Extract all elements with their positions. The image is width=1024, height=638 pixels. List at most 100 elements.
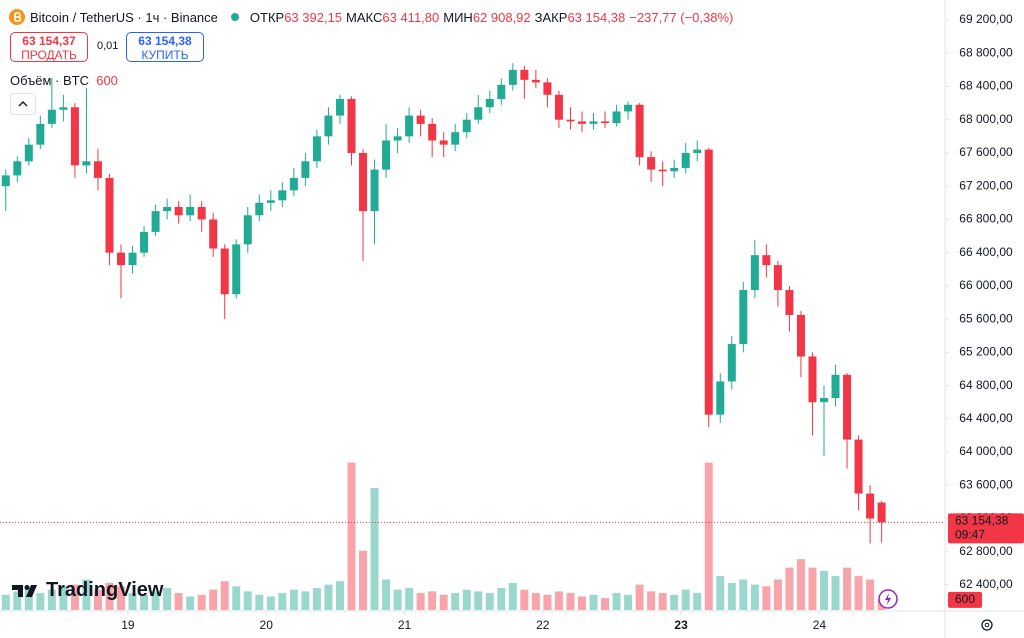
candle-body	[255, 202, 264, 216]
settings-icon	[981, 619, 993, 631]
candle-body	[405, 115, 414, 137]
candle-body	[24, 144, 33, 162]
candle-body	[289, 177, 298, 191]
volume-bar	[1, 594, 10, 610]
candle-body	[589, 121, 598, 124]
volume-bar	[727, 582, 736, 610]
candle-body	[727, 344, 736, 382]
volume-bar	[785, 567, 794, 610]
y-tick-label: 68 800,00	[959, 45, 1013, 59]
x-tick-label: 20	[260, 618, 274, 632]
volume-bar	[266, 596, 275, 610]
candle-body	[681, 152, 690, 168]
sell-label: ПРОДАТЬ	[21, 48, 77, 62]
volume-bar	[808, 567, 817, 610]
candle-body	[151, 211, 160, 232]
close-value: 63 154,38	[567, 9, 626, 25]
change: −237,77 (−0,38%)	[629, 9, 734, 25]
x-tick-label: 22	[536, 618, 550, 632]
candle-body	[174, 206, 183, 216]
candle-body	[739, 290, 748, 345]
y-tick-label: 67 600,00	[959, 145, 1013, 159]
candle-body	[220, 248, 229, 295]
last-price-tag	[948, 513, 1024, 544]
volume-bar	[301, 591, 310, 610]
buy-button[interactable]: 63 154,38 КУПИТЬ	[126, 32, 204, 62]
volume-bar	[508, 582, 517, 610]
candle-body	[428, 123, 437, 141]
candle-body	[117, 252, 126, 266]
volume-bar	[335, 581, 344, 610]
volume-bar	[347, 462, 356, 610]
volume-bar	[416, 593, 425, 610]
volume-bar	[255, 594, 264, 610]
volume-bar	[117, 586, 126, 610]
logo[interactable]: TradingView	[12, 579, 163, 602]
sell-button[interactable]: 63 154,37 ПРОДАТЬ	[10, 32, 88, 62]
candle-body	[612, 111, 621, 124]
volume-bar	[773, 579, 782, 610]
candle-body	[335, 98, 344, 116]
candle-body	[370, 169, 379, 212]
volume-bar	[59, 586, 68, 610]
volume-bar	[93, 589, 102, 610]
volume-bar	[439, 594, 448, 610]
volume-bar	[324, 584, 333, 610]
y-tick-label: 66 800,00	[959, 212, 1013, 226]
x-tick-label: 21	[398, 618, 412, 632]
candle-body	[59, 107, 68, 110]
candle-body	[82, 161, 91, 166]
volume-bar	[866, 579, 875, 610]
candle-body	[324, 115, 333, 137]
candle-body	[819, 398, 828, 403]
candle-body	[393, 136, 402, 141]
candle-body	[382, 140, 391, 170]
candle-body	[704, 149, 713, 415]
candle-body	[163, 206, 172, 212]
volume-bar	[716, 576, 725, 610]
volume-bars	[1, 462, 886, 610]
candle-body	[347, 98, 356, 153]
volume-bar	[612, 593, 621, 610]
high-value: 63 411,80	[382, 9, 440, 25]
candle-body	[854, 439, 863, 494]
candle-body	[70, 107, 79, 166]
candle-body	[301, 161, 310, 178]
logo-icon	[12, 584, 37, 597]
y-tick-label: 63 600,00	[959, 477, 1013, 491]
candle-body	[278, 190, 287, 201]
volume-bar	[174, 593, 183, 610]
volume-bar	[554, 591, 563, 610]
volume-bar	[393, 589, 402, 610]
symbol[interactable]: Bitcoin / TetherUS · 1ч · Binance	[30, 9, 218, 25]
y-tick-label: 64 800,00	[959, 378, 1013, 392]
volume-bar	[312, 587, 321, 610]
volume-bar	[497, 587, 506, 610]
y-tick-label: 68 400,00	[959, 79, 1013, 93]
candle-body	[462, 119, 471, 133]
volume-bar	[243, 591, 252, 610]
volume-bar	[796, 559, 805, 610]
low-value: 62 908,92	[472, 9, 531, 25]
volume-bar	[831, 576, 840, 610]
candle-body	[1, 175, 10, 187]
volume-bar	[13, 591, 22, 610]
low-label: МИН	[443, 9, 473, 25]
volume-bar	[382, 579, 391, 610]
buy-price: 63 154,38	[138, 34, 192, 48]
open-label: ОТКР	[249, 9, 285, 25]
volume-label: Объём · BTC	[10, 73, 89, 88]
collapse-button[interactable]	[10, 93, 36, 115]
volume-bar	[750, 584, 759, 610]
candle-body	[416, 115, 425, 124]
y-tick-label: 62 800,00	[959, 544, 1013, 558]
volume-bar	[543, 594, 552, 610]
volume-bar	[163, 587, 172, 610]
candle-body	[773, 265, 782, 291]
volume-bar	[186, 596, 195, 610]
candle-body	[577, 121, 586, 124]
candle-body	[312, 136, 321, 162]
volume-bar	[359, 550, 368, 610]
volume-bar	[220, 581, 229, 610]
